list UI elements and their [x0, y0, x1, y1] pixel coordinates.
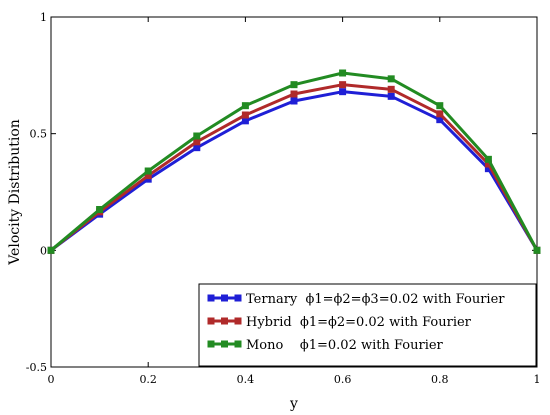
legend: Ternary ϕ1=ϕ2=ϕ3=0.02 with Fourier Hybrid…: [198, 283, 537, 367]
data-point: [533, 246, 541, 254]
legend-swatch-marker: [234, 340, 242, 348]
data-point: [339, 81, 347, 89]
data-point: [47, 246, 55, 254]
data-point: [193, 138, 201, 146]
y-tick-label: 0: [40, 244, 47, 257]
x-axis-label: y: [289, 396, 298, 412]
data-point: [193, 144, 201, 152]
x-tick-label: 0.6: [334, 373, 352, 386]
data-point: [144, 172, 152, 180]
data-point: [241, 102, 249, 110]
x-tick-label: 1: [534, 373, 541, 386]
data-point: [484, 160, 492, 168]
data-point: [387, 75, 395, 83]
legend-box: [198, 283, 537, 367]
data-point: [436, 116, 444, 124]
data-point: [290, 90, 298, 98]
data-point: [484, 155, 492, 163]
axis-ticks: 0 0.2 0.4 0.6 0.8 1-0.500.51: [26, 11, 541, 386]
legend-swatch-marker: [207, 340, 215, 348]
data-point: [436, 102, 444, 110]
legend-label: Hybrid ϕ1=ϕ2=0.02 with Fourier: [246, 315, 472, 330]
data-point: [339, 69, 347, 77]
legend-swatch-marker: [207, 294, 215, 302]
legend-swatch-marker: [234, 317, 242, 325]
x-tick-label: 0: [48, 373, 55, 386]
series-3: [47, 69, 541, 254]
y-tick-label: -0.5: [26, 361, 47, 374]
legend-entry: Hybrid ϕ1=ϕ2=0.02 with Fourier: [207, 315, 472, 330]
x-tick-label: 0.2: [139, 373, 157, 386]
legend-swatch-marker: [221, 317, 228, 325]
data-point: [241, 117, 249, 125]
y-axis-label: Velocity Distribution: [7, 119, 23, 266]
data-point: [387, 85, 395, 93]
x-tick-label: 0.4: [237, 373, 255, 386]
data-point: [290, 97, 298, 105]
legend-swatch-marker: [221, 294, 228, 302]
data-point: [339, 88, 347, 96]
legend-label: Mono ϕ1=0.02 with Fourier: [246, 338, 444, 353]
data-point: [290, 81, 298, 89]
y-tick-label: 0.5: [30, 128, 48, 141]
legend-entry: Ternary ϕ1=ϕ2=ϕ3=0.02 with Fourier: [207, 292, 505, 307]
data-point: [436, 110, 444, 118]
data-point: [387, 92, 395, 100]
y-tick-label: 1: [40, 11, 47, 24]
data-point: [193, 132, 201, 140]
data-point: [241, 111, 249, 119]
legend-swatch-marker: [221, 340, 228, 348]
legend-label: Ternary ϕ1=ϕ2=ϕ3=0.02 with Fourier: [246, 292, 505, 307]
data-point: [96, 206, 104, 213]
legend-swatch-marker: [207, 317, 215, 325]
legend-swatch-marker: [234, 294, 242, 302]
data-point: [144, 167, 152, 175]
data-point: [484, 165, 492, 173]
legend-entry: Mono ϕ1=0.02 with Fourier: [207, 338, 444, 353]
x-tick-label: 0.8: [431, 373, 449, 386]
series-layer: [47, 69, 541, 254]
